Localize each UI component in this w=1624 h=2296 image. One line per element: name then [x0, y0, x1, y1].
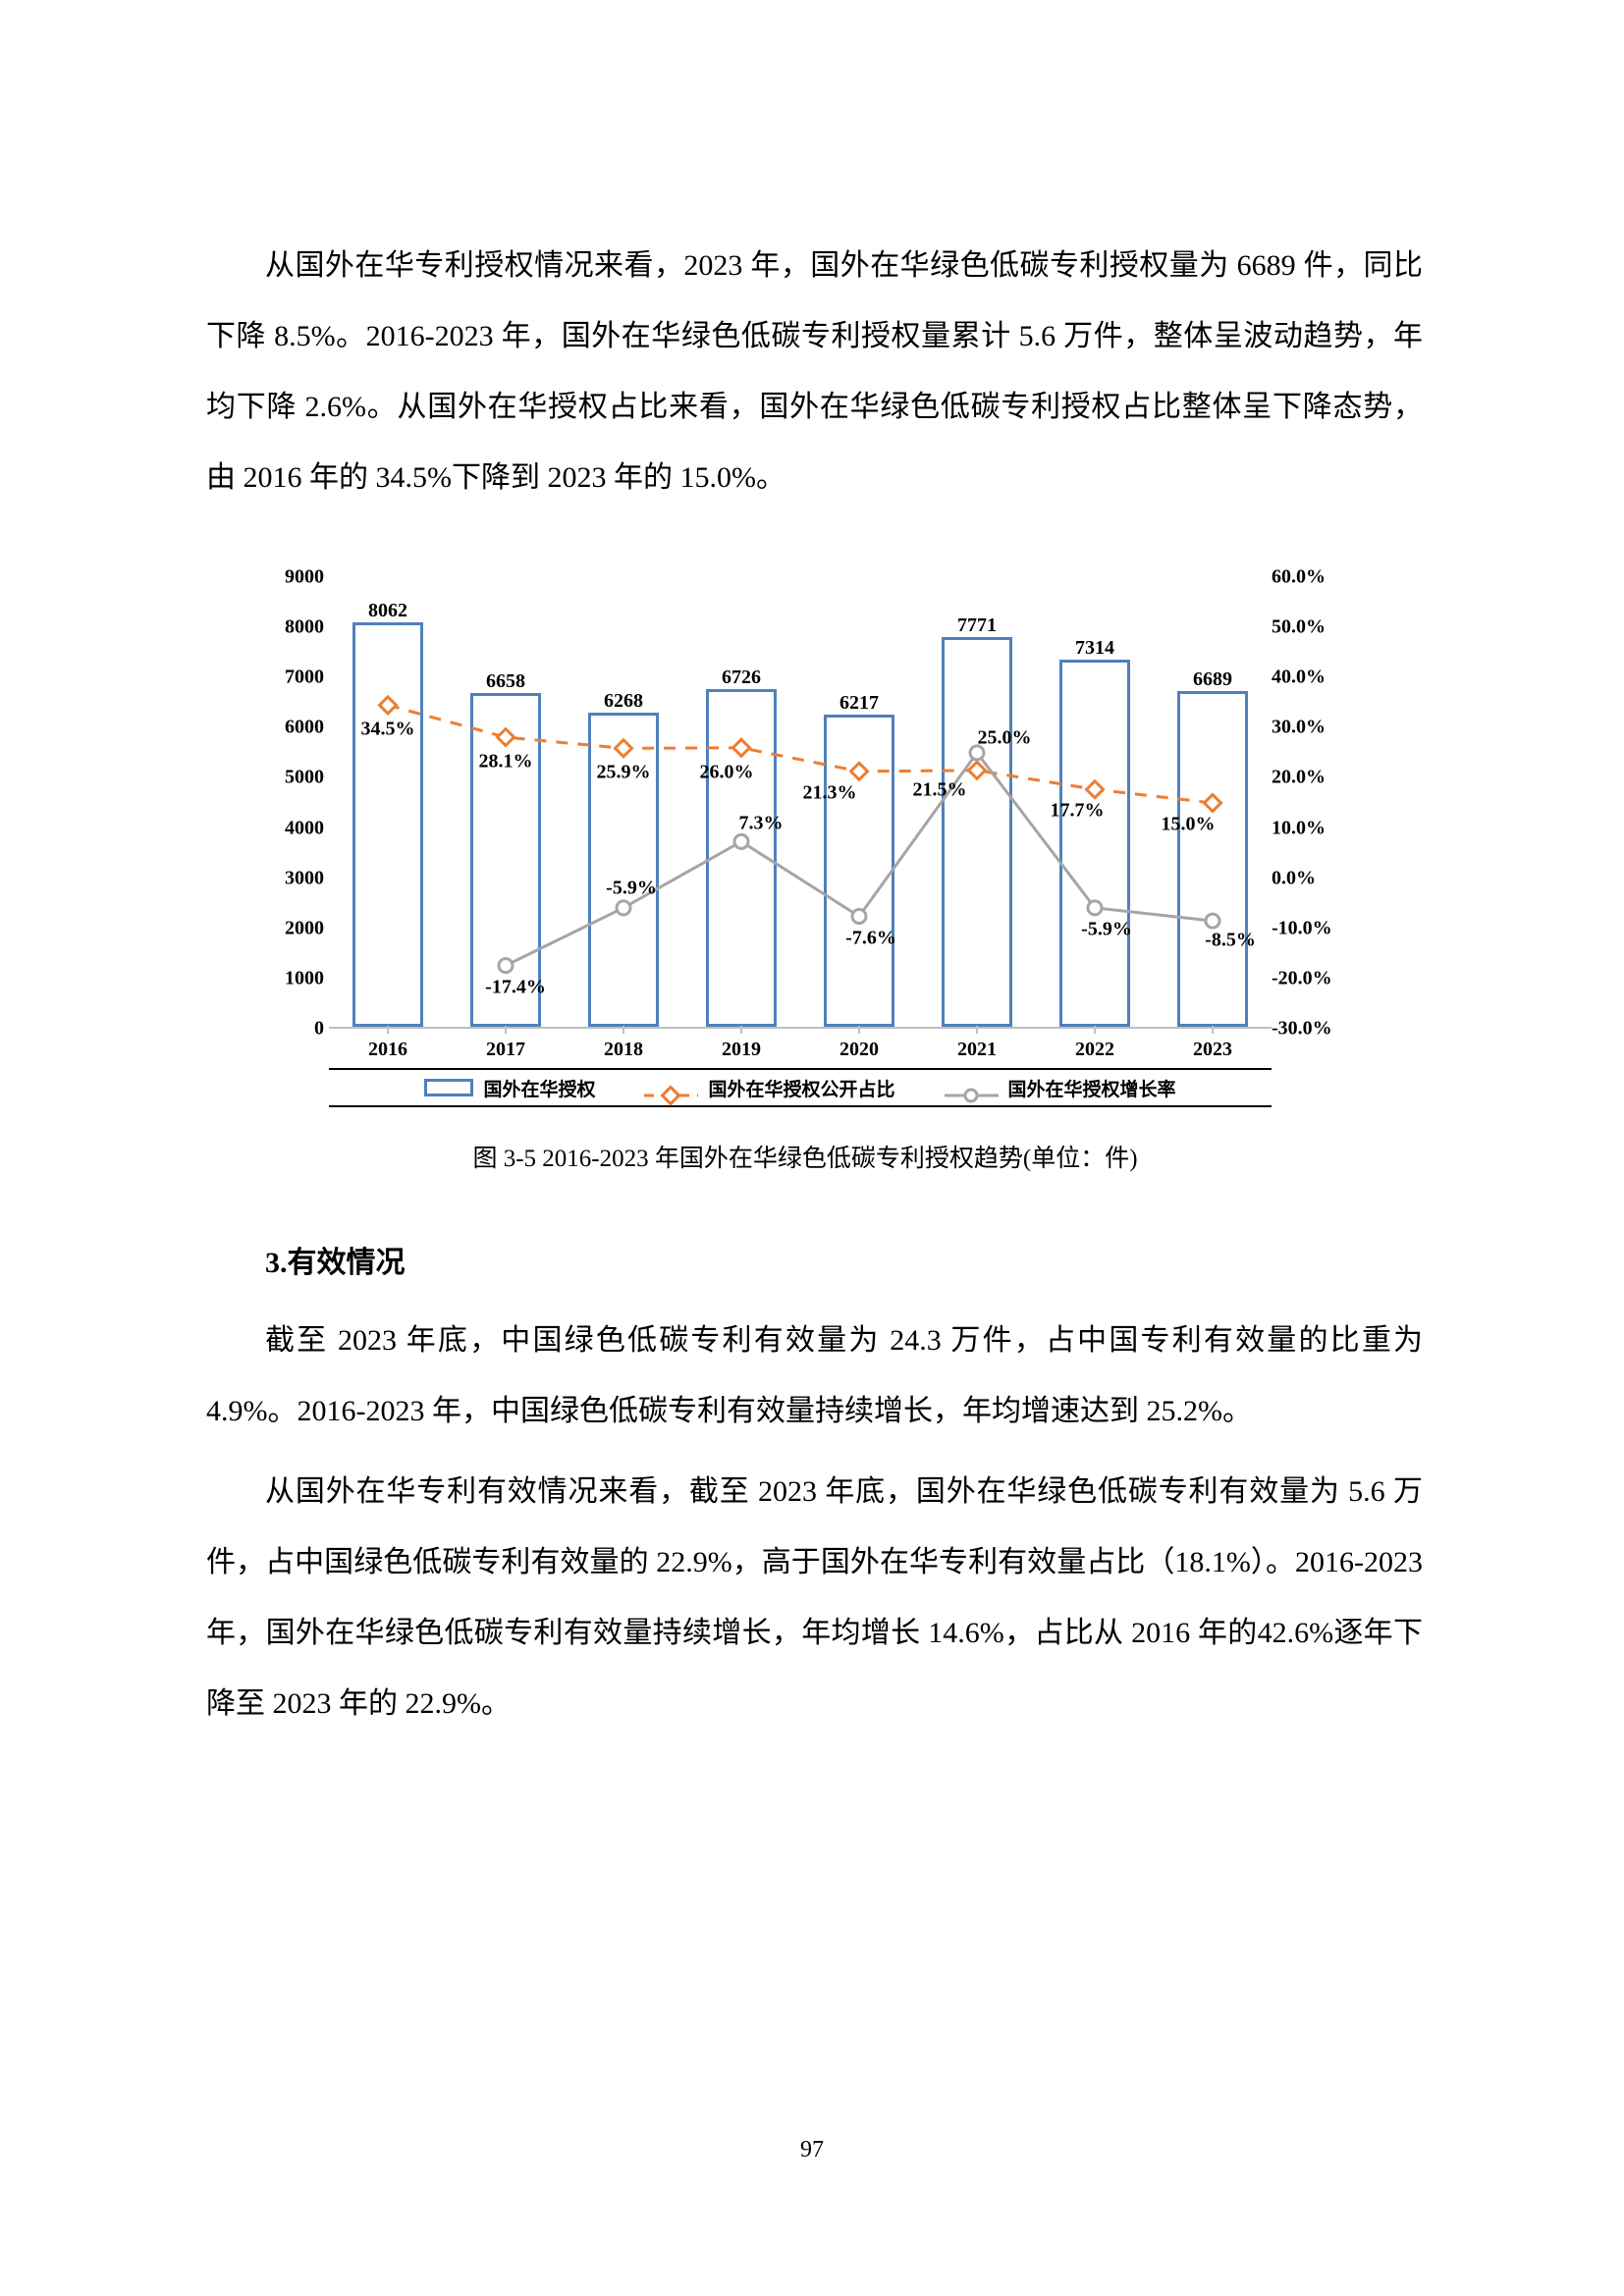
y2-tick: -30.0%: [1272, 1018, 1370, 1041]
share-label: 25.9%: [597, 762, 651, 784]
share-label: 28.1%: [479, 751, 533, 774]
growth-label: -5.9%: [606, 877, 657, 899]
chart-container: 0 1000 2000 3000 4000 5000 6000 7000 8000 9000 60.…: [241, 567, 1370, 1174]
y1-tick: 5000: [241, 767, 324, 789]
y1-tick: 6000: [241, 717, 324, 739]
share-label: 21.5%: [913, 778, 967, 801]
growth-label: 7.3%: [739, 813, 784, 835]
legend-share: 国外在华授权公开占比: [644, 1075, 894, 1101]
legend-bar: 国外在华授权: [424, 1075, 595, 1101]
y2-tick: 10.0%: [1272, 817, 1370, 839]
section-heading-3: 3.有效情况: [206, 1238, 1423, 1281]
y2-tick: 40.0%: [1272, 667, 1370, 689]
share-label: 15.0%: [1162, 814, 1216, 836]
share-label: 21.3%: [803, 781, 857, 804]
growth-label: -7.6%: [845, 927, 896, 949]
y1-tick: 7000: [241, 667, 324, 689]
y1-tick: 2000: [241, 917, 324, 939]
share-label: 34.5%: [361, 719, 415, 741]
x-tick: 2020: [839, 1039, 879, 1061]
y2-tick: 30.0%: [1272, 717, 1370, 739]
chart-legend: 国外在华授权 国外在华授权公开占比 国外在华授权增长率: [329, 1068, 1272, 1107]
x-tick: 2023: [1193, 1039, 1232, 1061]
share-label: 17.7%: [1051, 800, 1105, 823]
paragraph-2: 截至 2023 年底，中国绿色低碳专利有效量为 24.3 万件，占中国专利有效量…: [206, 1306, 1423, 1447]
x-tick: 2021: [957, 1039, 997, 1061]
x-tick: 2017: [486, 1039, 525, 1061]
y2-tick: -20.0%: [1272, 967, 1370, 989]
y1-tick: 4000: [241, 817, 324, 839]
x-tick: 2022: [1075, 1039, 1114, 1061]
y2-tick: 20.0%: [1272, 767, 1370, 789]
y1-tick: 1000: [241, 967, 324, 989]
y2-tick: -10.0%: [1272, 917, 1370, 939]
growth-label: -8.5%: [1205, 930, 1256, 952]
x-tick: 2019: [722, 1039, 761, 1061]
y2-tick: 0.0%: [1272, 867, 1370, 889]
x-tick: 2018: [604, 1039, 643, 1061]
y1-tick: 0: [241, 1018, 324, 1041]
growth-label: 25.0%: [978, 726, 1032, 749]
y1-tick: 9000: [241, 566, 324, 589]
page-number: 97: [0, 2137, 1624, 2163]
paragraph-1: 从国外在华专利授权情况来看，2023 年，国外在华绿色低碳专利授权量为 6689…: [206, 231, 1423, 513]
y1-tick: 8000: [241, 616, 324, 639]
share-label: 26.0%: [700, 761, 754, 783]
y2-tick: 50.0%: [1272, 616, 1370, 639]
growth-label: -5.9%: [1081, 918, 1132, 940]
x-tick: 2016: [368, 1039, 407, 1061]
legend-growth: 国外在华授权增长率: [945, 1075, 1176, 1101]
y1-tick: 3000: [241, 867, 324, 889]
chart-caption: 图 3-5 2016-2023 年国外在华绿色低碳专利授权趋势(单位：件): [241, 1139, 1370, 1174]
y2-tick: 60.0%: [1272, 566, 1370, 589]
paragraph-3: 从国外在华专利有效情况来看，截至 2023 年底，国外在华绿色低碳专利有效量为 …: [206, 1457, 1423, 1739]
chart: 0 1000 2000 3000 4000 5000 6000 7000 8000 9000 60.…: [241, 567, 1370, 1117]
growth-label: -17.4%: [485, 976, 546, 998]
